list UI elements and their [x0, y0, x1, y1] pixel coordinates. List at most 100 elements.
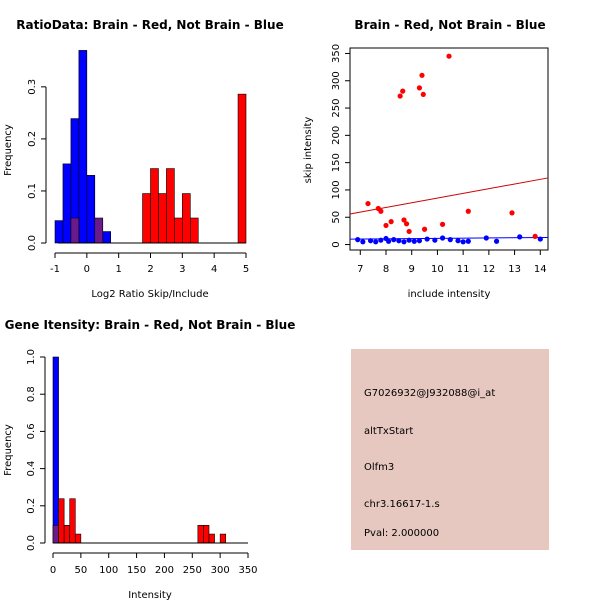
scatter-point-blue-13: [424, 236, 430, 242]
p3-y-tick-label-3: 0.6: [26, 423, 37, 439]
ratio-histogram-title: RatioData: Brain - Red, Not Brain - Blue: [16, 18, 283, 32]
scatter-point-blue-3: [373, 239, 379, 245]
p1-x-tick-label-0: -1: [50, 264, 60, 275]
p1-red-bar-2: [142, 193, 151, 244]
scatter-point-blue-1: [360, 239, 366, 245]
scatter-y-tick-label-4: 200: [331, 126, 342, 145]
p1-red-bar-3: [150, 168, 159, 244]
p1-red-bar-7: [182, 193, 191, 244]
scatter-point-red-8: [403, 221, 410, 227]
scatter-point-red-9: [406, 228, 412, 235]
gene-intensity-histogram-title: Gene Itensity: Brain - Red, Not Brain - …: [5, 318, 296, 332]
info-gene-name: Olfm3: [364, 462, 394, 473]
p1-x-tick-label-4: 3: [179, 264, 185, 275]
p1-blue-bar-3: [78, 50, 88, 244]
scatter-point-blue-20: [483, 235, 489, 241]
scatter-point-blue-10: [406, 237, 412, 243]
p1-red-bar-0: [70, 217, 80, 244]
scatter-point-blue-9: [401, 239, 407, 245]
scatter-point-red-12: [420, 91, 426, 98]
scatter-point-red-15: [446, 53, 452, 59]
ratio-histogram-y-axis: 0.0 0.1 0.2 0.3: [27, 79, 47, 251]
p3-red-bar-4: [74, 533, 82, 544]
scatter-point-blue-4: [378, 237, 384, 243]
p3-blue-bar-0: [52, 356, 59, 544]
scatter-point-blue-15: [439, 235, 446, 241]
scatter-point-red-7: [401, 217, 407, 223]
scatter-point-blue-21: [493, 238, 500, 244]
p1-x-tick-label-5: 4: [211, 264, 217, 275]
scatter-point-red-2: [378, 208, 384, 214]
p3-x-tick-label-4: 200: [155, 565, 174, 576]
p3-x-tick-label-0: 0: [50, 565, 56, 576]
gene-intensity-histogram-y-axis: 0.0 0.2 0.4 0.6 0.8 1.0: [26, 349, 46, 551]
gene-intensity-histogram-ylabel: Frequency: [3, 424, 14, 476]
p1-blue-bar-6: [102, 231, 112, 244]
trend-line-0: [349, 177, 549, 215]
scatter-x-tick-label-7: 14: [534, 264, 547, 275]
scatter-point-blue-19: [465, 238, 471, 244]
scatter-point-blue-0: [355, 237, 361, 243]
scatter-x-tick-label-2: 9: [409, 264, 415, 275]
p3-x-tick-label-7: 350: [238, 565, 257, 576]
scatter-x-tick-label-6: 13: [508, 264, 521, 275]
scatter-point-red-5: [397, 93, 403, 99]
p3-x-tick-label-5: 250: [183, 565, 202, 576]
scatter-point-blue-18: [460, 239, 466, 245]
scatter-point-red-6: [400, 88, 406, 94]
info-pval: Pval: 2.000000: [364, 528, 439, 539]
p1-red-bar-1: [94, 217, 104, 244]
p3-x-tick-label-6: 300: [211, 565, 230, 576]
scatter-point-blue-17: [455, 238, 461, 244]
p3-red-bar-7: [208, 533, 215, 544]
gene-intensity-histogram-x-axis: 0 50 100 150 200 250 300 350: [50, 552, 258, 576]
ratio-histogram-ylabel: Frequency: [3, 124, 14, 176]
scatter-y-tick-label-0: 0: [331, 241, 342, 247]
info-location: chr3.16617-1.s: [364, 499, 440, 510]
p1-red-bar-6: [174, 217, 183, 244]
scatter-y-tick-label-2: 100: [331, 180, 342, 199]
scatter-x-tick-label-4: 11: [457, 264, 470, 275]
p1-y-tick-label-3: 0.3: [27, 79, 38, 95]
p3-y-tick-label-2: 0.4: [26, 461, 37, 477]
scatter-point-blue-23: [537, 236, 543, 242]
info-event-type: altTxStart: [364, 426, 413, 437]
scatter-point-red-13: [421, 226, 428, 232]
scatter-point-red-0: [365, 200, 371, 207]
intensity-scatter-frame: [349, 47, 549, 251]
info-panel-background: [351, 349, 549, 550]
scatter-point-blue-14: [432, 237, 438, 243]
intensity-scatter-ylabel: skip intensity: [303, 117, 314, 184]
p3-red-bar-5: [197, 525, 204, 544]
scatter-point-red-18: [532, 233, 538, 239]
gene-intensity-histogram: Gene Itensity: Brain - Red, Not Brain - …: [3, 318, 295, 600]
scatter-point-blue-7: [391, 237, 397, 243]
p1-x-tick-label-6: 5: [243, 264, 249, 275]
p3-red-bar-0: [52, 525, 59, 544]
p3-y-tick-label-0: 0.0: [26, 535, 37, 551]
intensity-scatter-points: [355, 53, 543, 245]
intensity-scatter: Brain - Red, Not Brain - Blue 7 8 9 10 11 12 1…: [303, 18, 549, 300]
p3-y-tick-label-1: 0.2: [26, 498, 37, 514]
intensity-scatter-title: Brain - Red, Not Brain - Blue: [354, 18, 545, 32]
intensity-scatter-xlabel: include intensity: [408, 289, 491, 300]
scatter-point-red-3: [383, 222, 389, 229]
ratio-histogram-x-axis: -1 0 1 2 3 4 5: [50, 252, 249, 275]
p1-blue-bar-4: [86, 175, 96, 244]
scatter-point-blue-2: [367, 238, 374, 244]
p3-red-bar-2: [63, 525, 71, 544]
p1-y-tick-label-2: 0.2: [27, 131, 38, 147]
scatter-point-blue-16: [447, 237, 453, 243]
scatter-y-tick-label-3: 150: [331, 153, 342, 172]
p1-x-tick-label-1: 0: [84, 264, 90, 275]
gene-intensity-histogram-bars: [52, 356, 227, 544]
scatter-x-tick-label-0: 7: [357, 264, 363, 275]
intensity-scatter-y-axis: 0 50 100 150 200 250 300 350: [331, 44, 350, 248]
intensity-scatter-x-axis: 7 8 9 10 11 12 13 14: [357, 250, 547, 275]
scatter-y-tick-label-6: 300: [331, 71, 342, 90]
scatter-point-blue-11: [411, 238, 417, 244]
scatter-x-tick-label-1: 8: [383, 264, 389, 275]
ratio-histogram: RatioData: Brain - Red, Not Brain - Blue…: [3, 18, 284, 300]
scatter-point-blue-22: [517, 234, 523, 240]
